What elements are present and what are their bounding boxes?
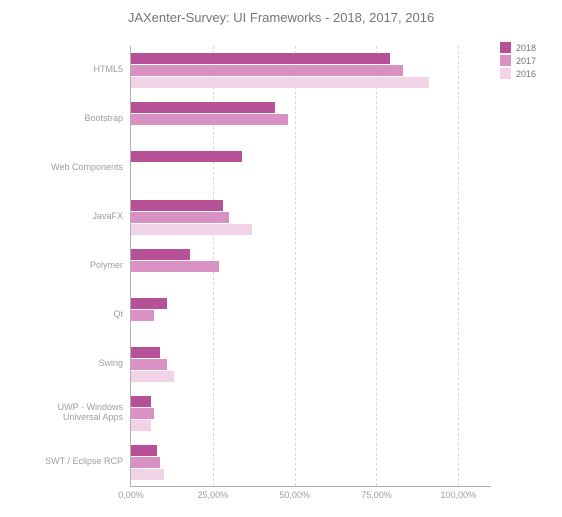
bar-slot <box>131 408 491 419</box>
bar-slot <box>131 359 491 370</box>
plot-area: 0,00%25,00%50,00%75,00%100,00%HTML5Boots… <box>130 46 491 487</box>
bar <box>131 371 174 382</box>
y-tick-label: JavaFX <box>92 212 123 222</box>
bar <box>131 359 167 370</box>
y-tick-label: SWT / Eclipse RCP <box>45 457 123 467</box>
bar-slot <box>131 420 491 431</box>
bar-slot <box>131 469 491 480</box>
legend-item: 2016 <box>500 68 536 79</box>
bar-slot <box>131 371 491 382</box>
legend-swatch <box>500 42 511 53</box>
bar-slot <box>131 200 491 211</box>
bar-slot <box>131 151 491 162</box>
bar <box>131 261 219 272</box>
y-tick-label: Bootstrap <box>84 114 123 124</box>
y-tick-label: Polymer <box>90 261 123 271</box>
legend-label: 2016 <box>516 69 536 79</box>
bar <box>131 224 252 235</box>
x-tick-label: 100,00% <box>441 486 477 500</box>
y-tick-label: UWP - WindowsUniversal Apps <box>58 403 123 423</box>
y-tick-label: Qt <box>113 310 123 320</box>
bar-slot <box>131 212 491 223</box>
bar <box>131 408 154 419</box>
bar <box>131 114 288 125</box>
legend-swatch <box>500 68 511 79</box>
chart-title: JAXenter-Survey: UI Frameworks - 2018, 2… <box>0 10 562 25</box>
y-tick-label: Web Components <box>51 163 123 173</box>
bar-slot <box>131 53 491 64</box>
bar <box>131 457 160 468</box>
bar <box>131 151 242 162</box>
bar <box>131 249 190 260</box>
x-tick-label: 25,00% <box>198 486 229 500</box>
bar <box>131 469 164 480</box>
bar-slot <box>131 445 491 456</box>
bar-slot <box>131 114 491 125</box>
legend-item: 2018 <box>500 42 536 53</box>
y-tick-label: HTML5 <box>93 65 123 75</box>
bar-slot <box>131 249 491 260</box>
bar <box>131 65 403 76</box>
bar <box>131 77 429 88</box>
bar-slot <box>131 102 491 113</box>
bar-slot <box>131 347 491 358</box>
y-tick-label: Swing <box>98 359 123 369</box>
legend-swatch <box>500 55 511 66</box>
bar-slot <box>131 396 491 407</box>
bar <box>131 212 229 223</box>
bar <box>131 298 167 309</box>
bar <box>131 310 154 321</box>
chart-container: JAXenter-Survey: UI Frameworks - 2018, 2… <box>0 0 562 517</box>
bar <box>131 102 275 113</box>
bar-slot <box>131 261 491 272</box>
bar-slot <box>131 65 491 76</box>
bar <box>131 445 157 456</box>
bar <box>131 420 151 431</box>
legend: 2018 2017 2016 <box>500 42 536 81</box>
legend-label: 2018 <box>516 43 536 53</box>
bar-slot <box>131 224 491 235</box>
bar <box>131 53 390 64</box>
bar <box>131 396 151 407</box>
bar-slot <box>131 457 491 468</box>
x-tick-label: 50,00% <box>279 486 310 500</box>
legend-item: 2017 <box>500 55 536 66</box>
bar <box>131 200 223 211</box>
bar <box>131 347 160 358</box>
bar-slot <box>131 77 491 88</box>
bar-slot <box>131 310 491 321</box>
x-tick-label: 75,00% <box>361 486 392 500</box>
x-tick-label: 0,00% <box>118 486 144 500</box>
legend-label: 2017 <box>516 56 536 66</box>
bar-slot <box>131 298 491 309</box>
